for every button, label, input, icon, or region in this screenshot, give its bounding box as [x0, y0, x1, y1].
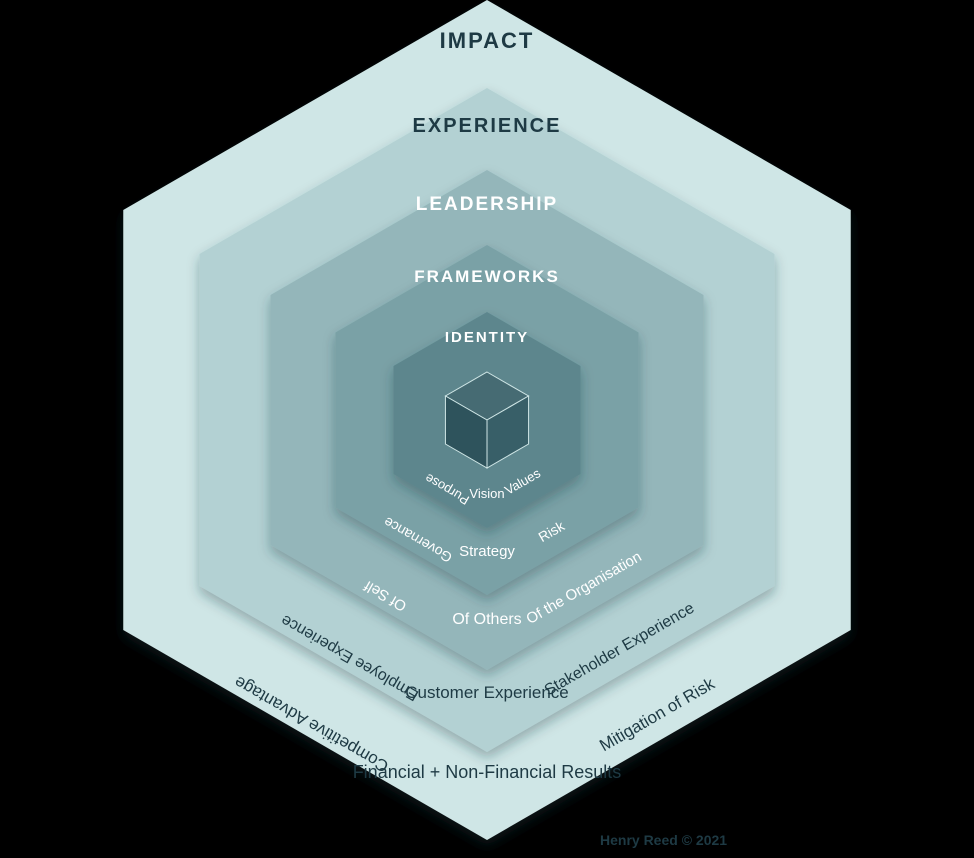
title-frameworks: FRAMEWORKS — [414, 267, 560, 286]
bottom-frameworks: Strategy — [459, 543, 515, 560]
hexagon-diagram: IMPACTFinancial + Non-Financial ResultsC… — [0, 0, 974, 858]
diagram-stage: IMPACTFinancial + Non-Financial ResultsC… — [0, 0, 974, 858]
title-experience: EXPERIENCE — [413, 115, 562, 137]
credit-text: Henry Reed © 2021 — [600, 832, 727, 848]
title-identity: IDENTITY — [445, 329, 529, 346]
title-leadership: LEADERSHIP — [416, 194, 558, 215]
bottom-identity: Vision — [469, 486, 504, 501]
bottom-leadership: Of Others — [452, 611, 521, 628]
bottom-impact: Financial + Non-Financial Results — [353, 762, 622, 782]
title-impact: IMPACT — [440, 28, 535, 53]
